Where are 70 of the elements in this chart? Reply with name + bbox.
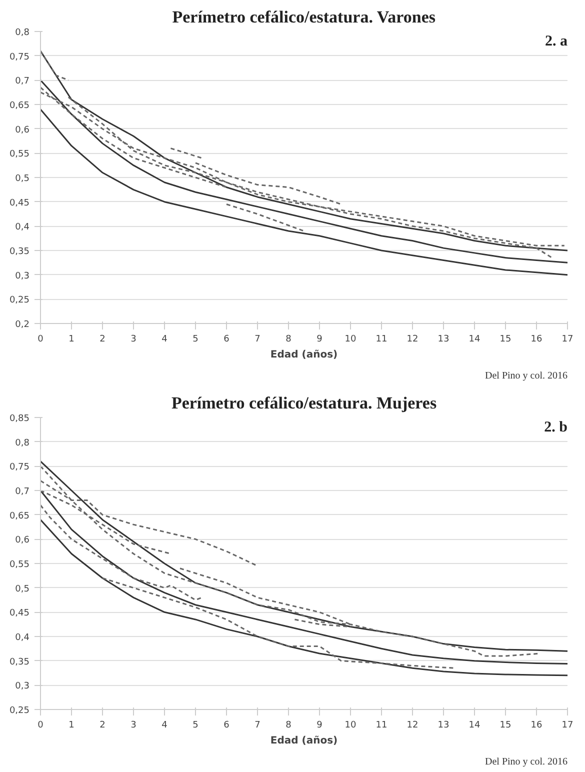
x-tick-label: 0 (38, 334, 44, 344)
x-tick-label: 8 (286, 720, 292, 730)
x-tick-label: 2 (100, 720, 106, 730)
x-axis-title: Edad (años) (270, 350, 338, 360)
y-tick-label: 0,5 (15, 174, 30, 184)
y-tick-label: 0,45 (9, 198, 30, 208)
x-tick-label: 15 (500, 334, 512, 344)
x-tick-label: 2 (100, 334, 106, 344)
y-tick-label: 0,2 (15, 320, 30, 330)
text: Del Pino y col. 2016 (485, 756, 568, 768)
x-tick-label: 13 (438, 720, 450, 730)
x-tick-label: 5 (192, 720, 198, 730)
y-tick-label: 0,55 (9, 150, 30, 160)
chart-title: Perímetro cefálico/estatura. Mujeres (171, 394, 437, 412)
x-tick-label: 14 (468, 334, 480, 344)
y-tick-label: 0,55 (9, 560, 30, 570)
y-tick-label: 0,3 (15, 271, 30, 282)
annotation: 2. a (545, 34, 568, 50)
x-tick-label: 10 (344, 334, 356, 344)
x-tick-label: 7 (254, 720, 260, 730)
x-tick-label: 1 (68, 720, 74, 730)
x-tick-label: 17 (562, 334, 574, 344)
y-tick-label: 0,3 (15, 682, 30, 692)
y-tick-label: 0,65 (9, 101, 30, 111)
x-tick-label: 10 (344, 720, 356, 730)
x-tick-label: 6 (224, 720, 230, 730)
x-tick-label: 9 (316, 720, 323, 730)
chart-title: Perímetro cefálico/estatura. Varones (172, 8, 436, 26)
text: Del Pino y col. 2016 (485, 370, 568, 382)
x-tick-label: 15 (500, 720, 512, 730)
x-tick-label: 6 (224, 334, 230, 344)
x-tick-label: 4 (162, 720, 168, 730)
x-tick-label: 13 (438, 334, 450, 344)
y-tick-label: 0,65 (9, 511, 30, 522)
x-tick-label: 5 (192, 334, 198, 344)
y-tick-label: 0,35 (9, 657, 30, 668)
x-tick-label: 16 (530, 334, 542, 344)
y-tick-label: 0,8 (15, 438, 30, 448)
x-tick-label: 16 (530, 720, 542, 730)
y-tick-label: 0,6 (15, 536, 30, 546)
x-tick-label: 8 (286, 334, 292, 344)
x-tick-label: 12 (406, 720, 418, 730)
y-tick-label: 0,6 (15, 125, 30, 136)
x-tick-label: 9 (316, 334, 323, 344)
y-tick-label: 0,35 (9, 247, 30, 257)
x-tick-label: 14 (468, 720, 480, 730)
y-tick-label: 0,45 (9, 608, 30, 619)
x-tick-label: 0 (38, 720, 44, 730)
y-tick-label: 0,5 (15, 584, 30, 594)
x-tick-label: 7 (254, 334, 260, 344)
y-tick-label: 0,85 (9, 414, 30, 424)
y-tick-label: 0,4 (15, 633, 30, 643)
y-tick-label: 0,7 (15, 487, 30, 497)
y-tick-label: 0,4 (15, 222, 30, 233)
x-tick-label: 1 (68, 334, 74, 344)
y-tick-label: 0,75 (9, 462, 30, 473)
y-tick-label: 0,8 (15, 28, 30, 38)
x-tick-label: 17 (562, 720, 574, 730)
x-tick-label: 11 (376, 720, 388, 730)
y-tick-label: 0,7 (15, 76, 30, 87)
y-tick-label: 0,25 (9, 296, 30, 306)
y-tick-label: 0,25 (9, 706, 30, 716)
x-tick-label: 11 (376, 334, 388, 344)
x-tick-label: 3 (130, 334, 136, 344)
y-tick-label: 0,75 (9, 52, 30, 62)
x-tick-label: 4 (162, 334, 168, 344)
x-axis-title: Edad (años) (270, 736, 338, 746)
annotation: 2. b (544, 420, 568, 436)
x-tick-label: 3 (130, 720, 136, 730)
x-tick-label: 12 (406, 334, 418, 344)
